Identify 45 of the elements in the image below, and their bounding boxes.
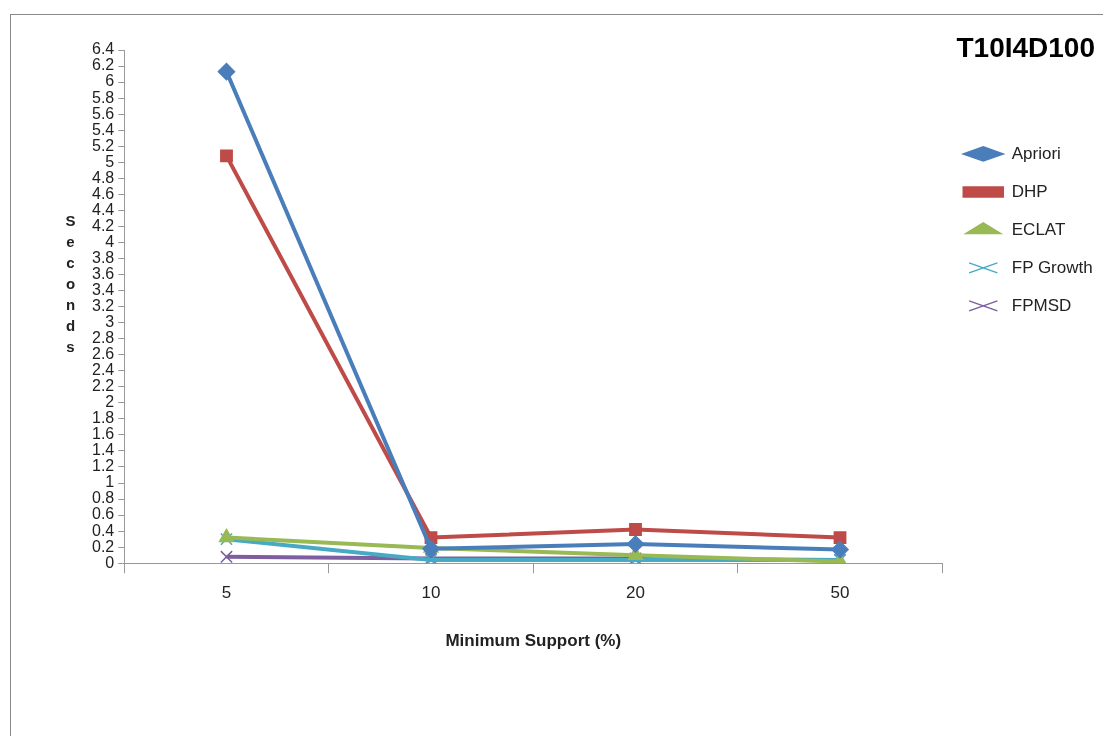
y-tick-label: 5.2: [91, 136, 115, 154]
y-tick-label: 5: [105, 152, 115, 170]
y-tick-label: 0.8: [91, 489, 115, 507]
y-tick-label: 1.4: [91, 441, 115, 459]
y-tick-label: 5.4: [91, 120, 115, 138]
y-tick-label: 0.2: [91, 537, 115, 555]
y-tick-label: 4.4: [91, 200, 115, 218]
legend-label: DHP: [1011, 181, 1048, 201]
y-tick-label: 6: [105, 72, 115, 90]
y-tick-label: 4.2: [91, 216, 115, 234]
y-tick-label: 1.6: [91, 425, 115, 443]
y-tick-label: 3: [105, 313, 115, 331]
x-axis-title: Minimum Support (%): [445, 631, 622, 651]
y-tick-label: 1: [105, 473, 115, 491]
legend-label: Apriori: [1011, 143, 1061, 163]
y-tick-label: 0: [105, 553, 115, 571]
y-tick-label: 6.4: [91, 40, 115, 58]
y-tick-label: 4: [105, 232, 115, 250]
y-tick-label: 3.6: [91, 264, 115, 282]
y-tick-label: 4.6: [91, 184, 115, 202]
y-tick-label: 0.4: [91, 521, 115, 539]
y-tick-label: 1.8: [91, 409, 115, 427]
y-tick-label: 2: [105, 393, 115, 411]
x-tick-label: 50: [830, 583, 850, 603]
legend-label: FPMSD: [1011, 295, 1072, 315]
y-tick-label: 2.8: [91, 329, 115, 347]
y-tick-label: 0.6: [91, 505, 115, 523]
y-tick-label: 3.8: [91, 248, 115, 266]
text: T10I4D100: [956, 32, 1095, 64]
y-axis-title: Seconds: [62, 212, 79, 359]
x-tick-label: 5: [221, 583, 232, 603]
y-tick-label: 2.2: [91, 377, 115, 395]
x-tick-label: 10: [421, 583, 441, 603]
y-tick-label: 6.2: [91, 56, 115, 74]
legend-label: FP Growth: [1011, 257, 1093, 277]
y-tick-label: 5.6: [91, 104, 115, 122]
y-tick-label: 2.4: [91, 361, 115, 379]
y-tick-label: 3.4: [91, 280, 115, 298]
legend-label: ECLAT: [1011, 219, 1066, 239]
y-tick-label: 5.8: [91, 88, 115, 106]
y-tick-label: 4.8: [91, 168, 115, 186]
x-tick-label: 20: [626, 583, 645, 603]
y-tick-label: 3.2: [91, 297, 115, 315]
y-tick-label: 2.6: [91, 345, 115, 363]
y-tick-label: 1.2: [91, 457, 115, 475]
